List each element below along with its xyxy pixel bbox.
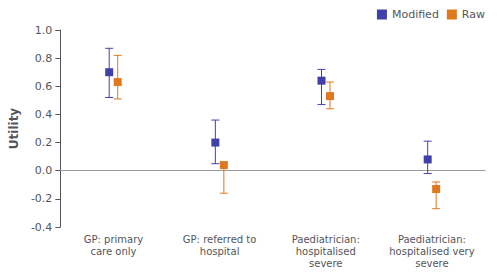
svg-text:0.2: 0.2 (35, 136, 53, 149)
svg-text:Raw: Raw (462, 8, 485, 21)
svg-text:GP: primary: GP: primary (84, 234, 144, 245)
svg-text:Paediatrician:: Paediatrician: (292, 234, 360, 245)
svg-text:Paediatrician:: Paediatrician: (398, 234, 466, 245)
svg-text:Modified: Modified (392, 8, 439, 21)
svg-text:hospitalised: hospitalised (296, 246, 356, 257)
svg-text:0.4: 0.4 (35, 108, 53, 121)
svg-text:severe: severe (309, 258, 342, 269)
svg-text:-0.4: -0.4 (31, 221, 52, 234)
svg-text:-0.2: -0.2 (31, 192, 52, 205)
svg-text:hospital: hospital (200, 246, 240, 257)
svg-text:hospitalised very: hospitalised very (389, 246, 474, 257)
svg-text:0.0: 0.0 (35, 164, 53, 177)
svg-text:0.6: 0.6 (35, 80, 53, 93)
svg-text:Utility: Utility (7, 108, 21, 150)
svg-text:0.8: 0.8 (35, 52, 53, 65)
svg-text:GP: referred to: GP: referred to (183, 234, 257, 245)
svg-text:severe: severe (415, 258, 448, 269)
svg-text:1.0: 1.0 (35, 24, 53, 37)
svg-text:care only: care only (90, 246, 136, 257)
